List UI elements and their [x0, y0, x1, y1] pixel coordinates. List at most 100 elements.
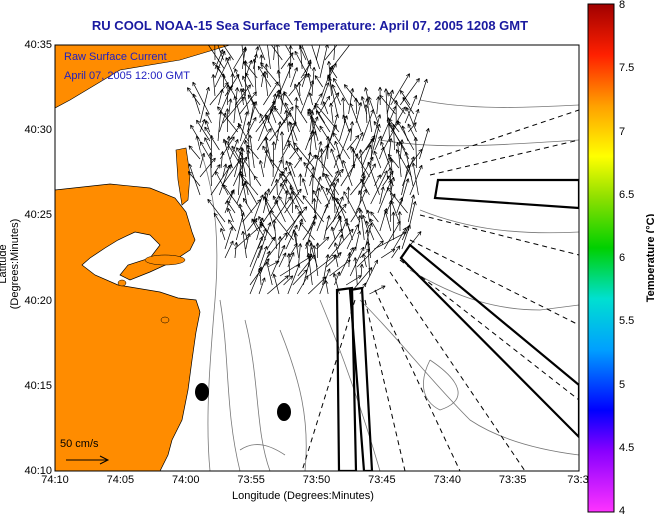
current-vector — [311, 45, 321, 70]
current-vector — [308, 92, 313, 106]
current-vector — [263, 149, 269, 169]
current-vector — [277, 236, 282, 259]
x-tick-label: 74:05 — [106, 474, 135, 486]
current-vector — [217, 45, 224, 61]
current-vector — [204, 126, 220, 151]
current-vector — [293, 142, 315, 169]
current-vector — [391, 123, 396, 151]
current-vector — [224, 240, 234, 259]
plot-frame — [54, 44, 580, 472]
current-vector — [274, 178, 279, 196]
current-vector — [213, 212, 226, 232]
current-vector — [257, 228, 267, 250]
current-vector — [258, 277, 266, 295]
current-vector — [333, 77, 350, 106]
current-vector — [286, 253, 292, 277]
current-vector — [384, 210, 392, 232]
x-tick-label: 73:45 — [368, 474, 396, 486]
current-vector — [402, 96, 415, 115]
current-vector — [312, 189, 322, 205]
current-vector — [278, 94, 290, 115]
current-vector — [323, 215, 331, 241]
current-vector — [294, 97, 299, 124]
current-vector — [263, 71, 269, 97]
x-tick-label: 73:35 — [498, 474, 527, 486]
current-vector — [380, 248, 396, 259]
current-vector — [290, 67, 298, 88]
current-vector — [272, 273, 280, 295]
current-vector — [248, 134, 255, 169]
current-vector — [370, 211, 379, 223]
current-vector — [233, 95, 243, 124]
current-vector — [227, 207, 234, 223]
x-tick-label: 73:55 — [237, 474, 265, 486]
current-vector — [348, 88, 355, 115]
current-vector — [321, 143, 330, 178]
current-vector — [222, 163, 228, 178]
current-vector — [364, 222, 373, 250]
current-vector — [211, 164, 221, 178]
current-vector — [386, 187, 408, 214]
colorbar-tick-label: 5 — [619, 378, 626, 391]
current-vector — [321, 65, 334, 97]
current-vector — [332, 132, 351, 160]
current-vector — [207, 45, 225, 70]
current-vector — [214, 56, 231, 88]
current-vector — [253, 219, 267, 241]
current-vector — [294, 50, 310, 79]
current-vector — [280, 52, 294, 70]
current-vectors — [186, 45, 430, 295]
current-vector — [332, 182, 337, 214]
current-vector — [345, 221, 353, 241]
current-vector — [238, 203, 248, 241]
current-vector — [220, 151, 225, 169]
colorbar-tick-label: 5.5 — [619, 315, 635, 328]
current-vector — [297, 81, 302, 97]
current-vector — [238, 117, 257, 151]
current-vector — [390, 200, 400, 223]
current-vector — [226, 135, 231, 151]
current-vector — [259, 250, 271, 277]
overlay-label-2: April 07, 2005 12:00 GMT — [64, 70, 190, 82]
current-vector — [211, 74, 216, 97]
current-vector — [199, 86, 210, 124]
current-vector — [369, 218, 383, 241]
current-vector — [349, 102, 362, 133]
current-vector — [224, 190, 235, 214]
current-vector — [265, 261, 273, 286]
current-vector — [404, 94, 418, 124]
current-vector — [413, 137, 418, 169]
current-vector — [404, 151, 414, 187]
current-vector — [199, 152, 206, 169]
current-vector — [296, 275, 309, 295]
current-vector — [330, 226, 336, 241]
current-vector — [235, 84, 251, 106]
current-vector — [266, 236, 276, 250]
current-vector — [387, 153, 400, 169]
current-vector — [365, 98, 373, 133]
current-vector — [361, 144, 372, 169]
current-vector — [322, 101, 329, 115]
current-vector — [314, 75, 323, 88]
current-vector — [309, 115, 317, 151]
current-vector — [308, 108, 319, 142]
land-sandy-hook — [175, 147, 191, 206]
current-vector — [292, 229, 300, 259]
current-vector — [324, 45, 340, 61]
current-vector — [279, 131, 285, 169]
current-vector — [305, 116, 319, 151]
current-vector — [350, 121, 355, 142]
colorbar-tick-label: 7.5 — [619, 62, 635, 75]
overlay-label-1: Raw Surface Current — [64, 51, 167, 63]
current-vector — [236, 147, 256, 178]
current-vector — [374, 135, 382, 151]
current-vector — [313, 141, 323, 178]
current-vector — [397, 120, 415, 151]
current-vector — [249, 245, 263, 277]
current-vector — [252, 194, 264, 223]
current-vector — [333, 45, 336, 61]
current-vector — [319, 148, 324, 169]
current-vector — [246, 149, 251, 187]
current-vector — [319, 268, 331, 295]
